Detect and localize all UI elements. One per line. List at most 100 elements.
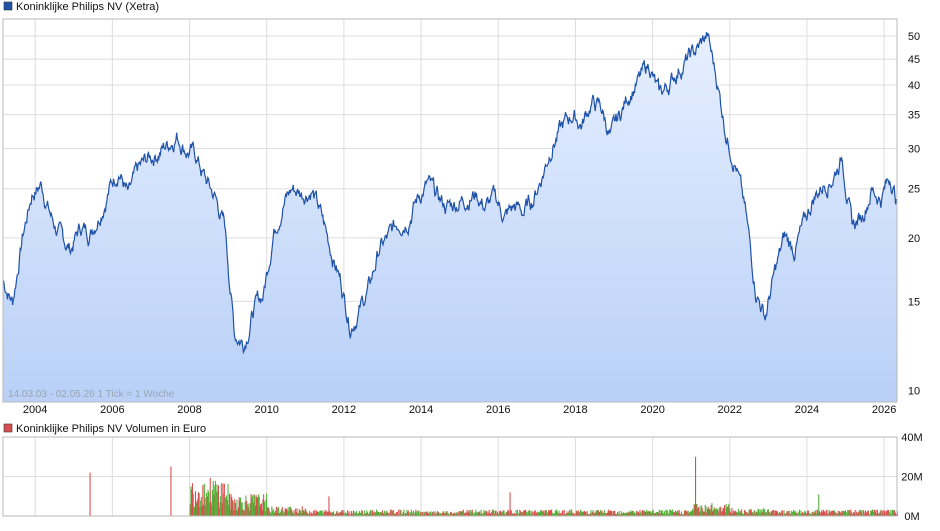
- volume-bar: [370, 513, 372, 516]
- volume-bar: [649, 511, 651, 516]
- volume-bar: [374, 513, 376, 516]
- volume-bar: [893, 510, 895, 516]
- volume-bar: [801, 513, 803, 516]
- volume-bar: [350, 511, 352, 516]
- volume-bar: [235, 509, 237, 516]
- volume-bar: [316, 511, 318, 516]
- volume-bar: [652, 510, 654, 516]
- volume-bar: [200, 497, 202, 516]
- volume-bar: [220, 483, 222, 516]
- volume-bar: [668, 512, 670, 516]
- volume-bar: [560, 514, 562, 516]
- volume-bar: [321, 510, 323, 516]
- volume-bar: [599, 511, 601, 516]
- volume-bar: [457, 514, 459, 516]
- volume-bar: [497, 513, 499, 516]
- volume-bar: [821, 512, 823, 516]
- volume-bar: [690, 511, 692, 516]
- volume-bar: [217, 491, 219, 516]
- volume-bar: [223, 493, 225, 516]
- volume-bar: [193, 507, 195, 516]
- volume-bar: [787, 511, 789, 516]
- volume-bar: [830, 512, 832, 516]
- volume-bar: [862, 514, 864, 516]
- volume-bar: [230, 494, 232, 516]
- volume-bar: [434, 511, 436, 516]
- volume-bar: [703, 511, 705, 516]
- volume-bar: [660, 514, 662, 516]
- volume-bar: [229, 509, 231, 516]
- volume-bar: [516, 509, 518, 516]
- volume-bar: [705, 506, 707, 516]
- volume-bar: [451, 514, 453, 516]
- volume-bar: [556, 509, 558, 516]
- volume-bar: [344, 514, 346, 516]
- volume-bar: [796, 512, 798, 516]
- x-tick-label: 2022: [718, 404, 742, 416]
- volume-bar: [525, 511, 527, 516]
- volume-bar: [445, 513, 447, 516]
- x-tick-label: 2006: [100, 404, 124, 416]
- volume-y-tick-label: 20M: [901, 472, 922, 484]
- volume-bar: [884, 511, 886, 516]
- volume-bar: [885, 511, 887, 516]
- volume-bar: [534, 510, 536, 516]
- volume-bar: [249, 503, 251, 516]
- volume-bar: [791, 512, 793, 516]
- volume-bar: [370, 510, 372, 516]
- volume-bar: [724, 512, 726, 516]
- volume-bar: [442, 512, 444, 516]
- volume-bar: [371, 510, 373, 516]
- volume-bar: [256, 498, 258, 516]
- volume-bar: [431, 512, 433, 516]
- volume-bar: [349, 514, 351, 516]
- volume-bar: [286, 508, 288, 516]
- volume-bar: [729, 511, 731, 516]
- volume-bar: [469, 513, 471, 516]
- volume-bar: [820, 512, 822, 516]
- volume-bar: [548, 509, 550, 516]
- volume-bar: [667, 514, 669, 516]
- volume-bar: [784, 514, 786, 516]
- volume-bar: [432, 512, 434, 516]
- volume-bar: [189, 504, 191, 516]
- volume-bar: [511, 513, 513, 516]
- volume-bar: [580, 511, 582, 516]
- volume-bar: [864, 514, 866, 516]
- volume-bar: [489, 513, 491, 516]
- volume-bar: [513, 513, 515, 516]
- volume-bar: [526, 513, 528, 516]
- volume-bar: [625, 513, 627, 516]
- volume-bar: [738, 509, 740, 516]
- volume-bar: [617, 512, 619, 516]
- volume-bar: [565, 512, 567, 516]
- volume-bar: [525, 509, 527, 516]
- volume-bar: [386, 510, 388, 516]
- volume-bar: [766, 511, 768, 516]
- volume-bar: [403, 509, 405, 516]
- volume-bar: [540, 511, 542, 516]
- volume-bar: [410, 509, 412, 516]
- volume-bar: [600, 511, 602, 516]
- volume-bar: [396, 511, 398, 516]
- volume-bar: [641, 509, 643, 516]
- volume-bar: [242, 509, 244, 516]
- volume-bar: [603, 512, 605, 516]
- volume-bar: [612, 511, 614, 516]
- volume-bar: [491, 512, 493, 516]
- volume-bar: [750, 509, 752, 516]
- volume-bar: [804, 510, 806, 516]
- volume-bar: [653, 513, 655, 516]
- x-tick-label: 2018: [563, 404, 587, 416]
- volume-bar: [775, 510, 777, 516]
- volume-bar: [447, 512, 449, 516]
- volume-bar: [293, 510, 295, 516]
- x-tick-label: 2012: [332, 404, 356, 416]
- volume-bar: [697, 508, 699, 516]
- volume-bar: [807, 510, 809, 516]
- volume-bar: [277, 507, 279, 516]
- volume-bar: [738, 512, 740, 516]
- volume-bar: [551, 509, 553, 516]
- volume-bar: [411, 511, 413, 516]
- volume-bar: [191, 483, 193, 516]
